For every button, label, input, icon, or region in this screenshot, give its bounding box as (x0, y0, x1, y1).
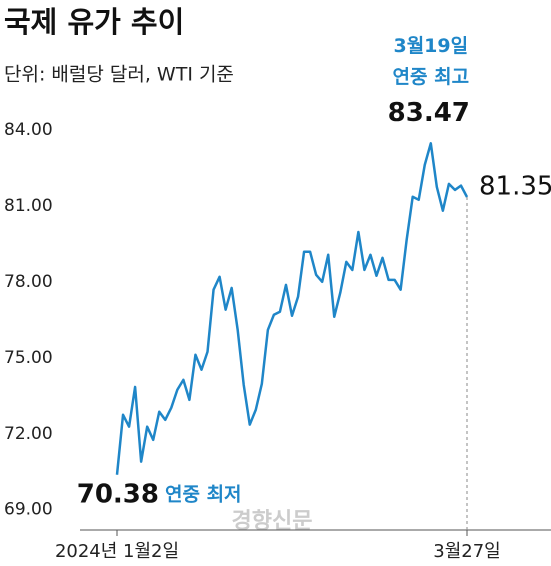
max-value-label: 83.47 (388, 98, 470, 128)
min-annotation: 연중 최저 (165, 483, 242, 505)
x-tick-label: 2024년 1월2일 (55, 541, 179, 562)
y-tick-label: 72.00 (4, 424, 53, 444)
y-tick-label: 78.00 (4, 272, 53, 292)
y-tick-label: 81.00 (4, 196, 53, 216)
max-date: 3월19일 (393, 35, 468, 57)
chart-title: 국제 유가 추이 (4, 5, 184, 39)
max-annotation: 연중 최고 (393, 66, 470, 88)
last-value-label: 81.35 (479, 172, 551, 202)
x-tick-label: 3월27일 (433, 541, 500, 562)
data-line (115, 142, 469, 475)
y-tick-label: 69.00 (4, 500, 53, 520)
y-tick-label: 84.00 (4, 120, 53, 140)
chart-subtitle: 단위: 배럴당 달러, WTI 기준 (4, 64, 234, 86)
min-value-label: 70.38 (77, 479, 159, 509)
y-tick-label: 75.00 (4, 348, 53, 368)
